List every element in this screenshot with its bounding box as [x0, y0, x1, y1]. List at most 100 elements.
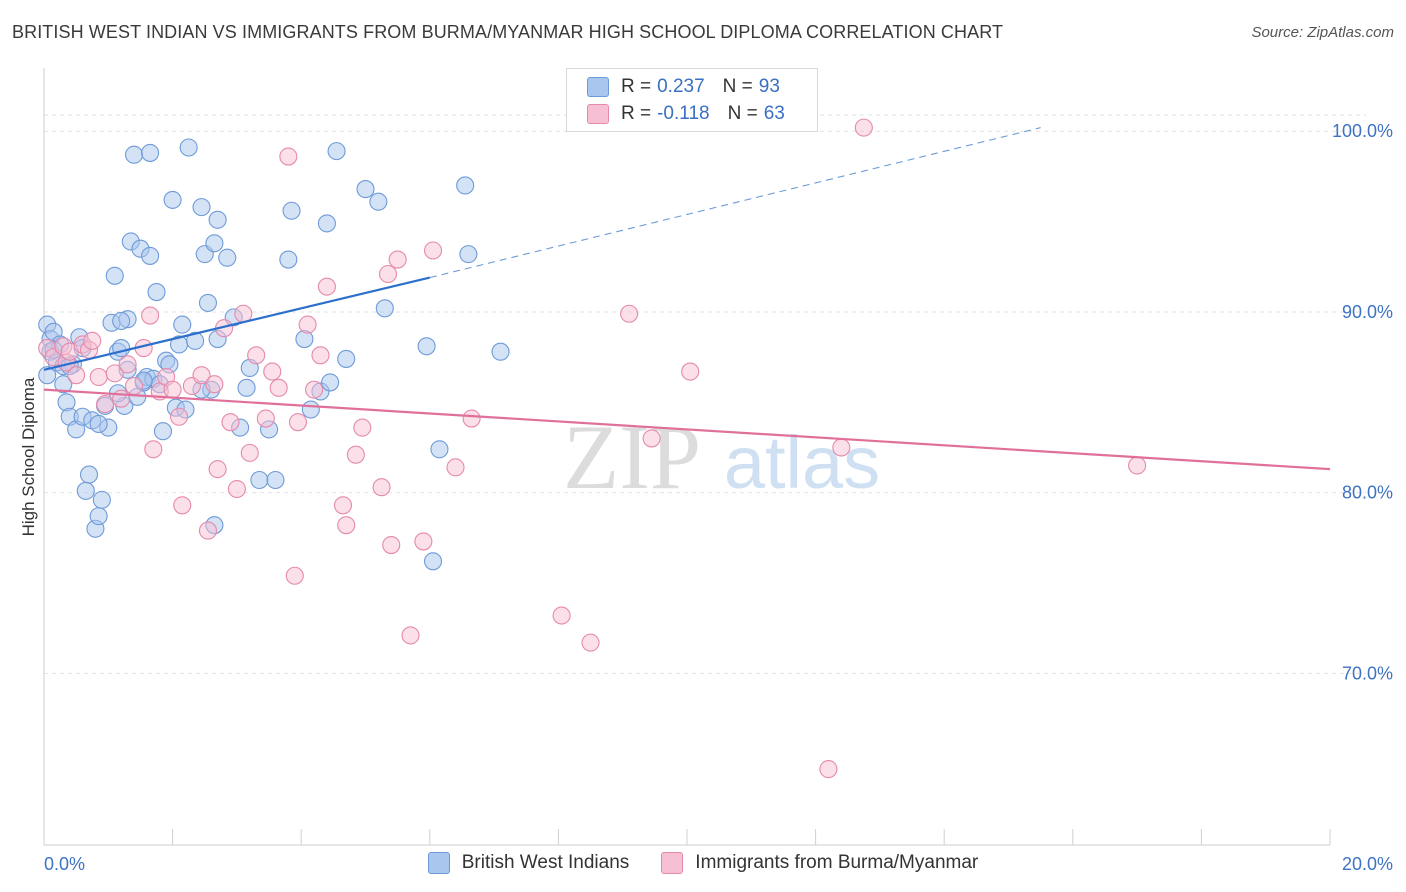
data-point [198, 293, 218, 312]
chart-title: BRITISH WEST INDIAN VS IMMIGRANTS FROM B… [12, 22, 1004, 42]
stats-legend: R = 0.237 N = 93 R = -0.118 N = 63 [566, 68, 818, 132]
watermark: ZIP atlas [563, 406, 880, 508]
data-point [459, 245, 478, 264]
data-point [417, 337, 436, 356]
tick-labels: 70.0% 80.0% 90.0% 100.0% 0.0% 20.0% [44, 121, 1393, 874]
data-point [169, 407, 189, 426]
n-value: 93 [758, 76, 780, 97]
data-point [240, 443, 259, 462]
series-british-west-indians [38, 138, 510, 571]
data-point [375, 299, 394, 318]
data-point [208, 460, 227, 479]
legend-swatch-blue [427, 852, 450, 874]
data-point [346, 445, 365, 464]
watermark-zip: ZIP [563, 406, 701, 508]
data-point [305, 380, 324, 399]
data-point [218, 248, 237, 267]
data-point [256, 409, 275, 428]
data-point [333, 496, 353, 515]
data-point [112, 311, 131, 331]
data-point [112, 389, 131, 408]
data-point [144, 440, 163, 459]
data-point [462, 409, 481, 428]
y-axis-label: High School Diploma [19, 377, 38, 536]
data-point [301, 400, 320, 419]
data-point [681, 362, 700, 381]
n-label: N = [727, 103, 758, 124]
data-point [269, 378, 288, 397]
data-point [76, 481, 95, 500]
data-point [282, 201, 301, 220]
y-tick-label: 80.0% [1342, 483, 1393, 503]
data-point [105, 364, 124, 383]
series-legend: British West Indians Immigrants from Bur… [0, 852, 1406, 874]
source-credit: Source: ZipAtlas.com [1251, 24, 1394, 41]
data-points [38, 118, 1147, 779]
watermark-atlas: atlas [724, 421, 880, 504]
legend-swatch-pink [661, 852, 684, 874]
data-point [163, 380, 182, 399]
series-burma-myanmar [38, 118, 1147, 779]
data-point [414, 532, 433, 551]
data-point [288, 413, 308, 432]
data-point [89, 414, 108, 434]
data-point [317, 214, 336, 233]
data-point [279, 147, 298, 166]
x-tick-label: 20.0% [1342, 854, 1393, 874]
stats-row-burma-myanmar: R = -0.118 N = 63 [587, 101, 785, 127]
y-tick-label: 70.0% [1342, 663, 1393, 683]
legend-label: Immigrants from Burma/Myanmar [695, 852, 979, 873]
data-point [92, 490, 111, 509]
data-point [250, 470, 269, 490]
data-point [446, 458, 465, 477]
data-point [620, 304, 639, 323]
data-point [456, 176, 475, 195]
data-point [819, 760, 838, 779]
data-point [118, 355, 137, 374]
data-point [337, 349, 356, 368]
stats-row-british-west-indians: R = 0.237 N = 93 [587, 74, 780, 100]
data-point [311, 346, 330, 365]
data-point [581, 633, 600, 652]
data-point [401, 626, 420, 645]
data-point [423, 552, 443, 571]
legend-label: British West Indians [461, 852, 630, 873]
data-point [285, 566, 304, 585]
data-point [147, 283, 166, 302]
trend-lines [43, 127, 1331, 471]
n-value: 63 [763, 103, 785, 124]
data-point [227, 479, 246, 499]
legend-item-british-west-indians[interactable]: British West Indians [427, 852, 630, 874]
data-point [642, 429, 661, 448]
data-point [327, 142, 346, 161]
data-point [321, 373, 340, 392]
data-point [205, 234, 224, 253]
x-tick-label: 0.0% [44, 854, 85, 874]
data-point [141, 143, 160, 162]
data-point [179, 138, 198, 157]
data-point [54, 375, 73, 394]
stats-swatch-pink [587, 104, 609, 124]
data-point [237, 378, 256, 397]
data-point [1128, 456, 1147, 475]
data-point [369, 192, 388, 211]
data-point [124, 145, 144, 164]
data-point [430, 440, 449, 459]
n-label: N = [722, 76, 753, 97]
data-point [205, 375, 224, 394]
legend-item-burma-myanmar[interactable]: Immigrants from Burma/Myanmar [661, 852, 978, 874]
r-label: R = [621, 76, 652, 97]
y-tick-label: 100.0% [1332, 121, 1393, 141]
data-point [388, 250, 407, 269]
data-point [112, 339, 131, 358]
r-value: 0.237 [657, 76, 705, 97]
data-point [186, 331, 205, 350]
stats-swatch-blue [587, 77, 609, 97]
data-point [153, 422, 173, 441]
trend-line-burma-myanmar [43, 388, 1331, 471]
data-point [854, 118, 873, 137]
data-point [38, 366, 57, 385]
data-point [247, 346, 266, 365]
data-point [89, 367, 108, 387]
